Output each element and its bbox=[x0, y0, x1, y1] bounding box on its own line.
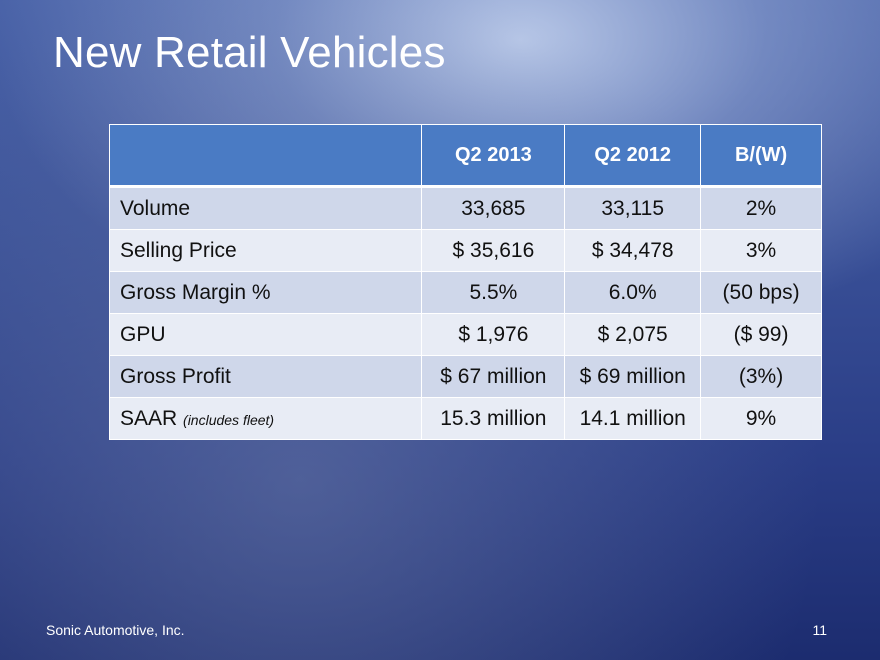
cell-q2-2012: 6.0% bbox=[564, 271, 702, 314]
cell-q2-2012: $ 2,075 bbox=[564, 313, 702, 356]
row-label-text: SAAR bbox=[120, 406, 178, 430]
cell-q2-2013: $ 1,976 bbox=[421, 313, 566, 356]
cell-bw: ($ 99) bbox=[700, 313, 822, 356]
cell-bw: 9% bbox=[700, 397, 822, 440]
table-row: SAAR (includes fleet) 15.3 million 14.1 … bbox=[108, 397, 822, 440]
row-label: Gross Margin % bbox=[108, 271, 423, 314]
cell-q2-2013: $ 67 million bbox=[421, 355, 566, 398]
cell-q2-2012: $ 69 million bbox=[564, 355, 702, 398]
table-row: GPU $ 1,976 $ 2,075 ($ 99) bbox=[108, 313, 822, 356]
row-label-saar: SAAR (includes fleet) bbox=[108, 397, 423, 440]
footer-company: Sonic Automotive, Inc. bbox=[46, 622, 185, 638]
header-cell-bw: B/(W) bbox=[700, 124, 822, 188]
cell-q2-2013: 15.3 million bbox=[421, 397, 566, 440]
cell-q2-2012: $ 34,478 bbox=[564, 229, 702, 272]
vehicle-metrics-table: Q2 2013 Q2 2012 B/(W) Volume 33,685 33,1… bbox=[108, 124, 822, 440]
table-row: Volume 33,685 33,115 2% bbox=[108, 186, 822, 230]
row-label: Gross Profit bbox=[108, 355, 423, 398]
table-row: Gross Margin % 5.5% 6.0% (50 bps) bbox=[108, 271, 822, 314]
cell-bw: 2% bbox=[700, 186, 822, 230]
header-cell-q2-2013: Q2 2013 bbox=[421, 124, 566, 188]
cell-bw: 3% bbox=[700, 229, 822, 272]
table-row: Selling Price $ 35,616 $ 34,478 3% bbox=[108, 229, 822, 272]
row-label: Volume bbox=[108, 186, 423, 230]
table-header-row: Q2 2013 Q2 2012 B/(W) bbox=[108, 124, 822, 188]
cell-q2-2013: 5.5% bbox=[421, 271, 566, 314]
header-cell-blank bbox=[108, 124, 423, 188]
cell-bw: (3%) bbox=[700, 355, 822, 398]
footer-page-number: 11 bbox=[812, 622, 827, 638]
row-label: GPU bbox=[108, 313, 423, 356]
cell-bw: (50 bps) bbox=[700, 271, 822, 314]
table-row: Gross Profit $ 67 million $ 69 million (… bbox=[108, 355, 822, 398]
row-label: Selling Price bbox=[108, 229, 423, 272]
cell-q2-2013: 33,685 bbox=[421, 186, 566, 230]
slide-title: New Retail Vehicles bbox=[53, 28, 446, 77]
cell-q2-2012: 14.1 million bbox=[564, 397, 702, 440]
header-cell-q2-2012: Q2 2012 bbox=[564, 124, 702, 188]
cell-q2-2013: $ 35,616 bbox=[421, 229, 566, 272]
row-label-note: (includes fleet) bbox=[183, 411, 275, 428]
cell-q2-2012: 33,115 bbox=[564, 186, 702, 230]
